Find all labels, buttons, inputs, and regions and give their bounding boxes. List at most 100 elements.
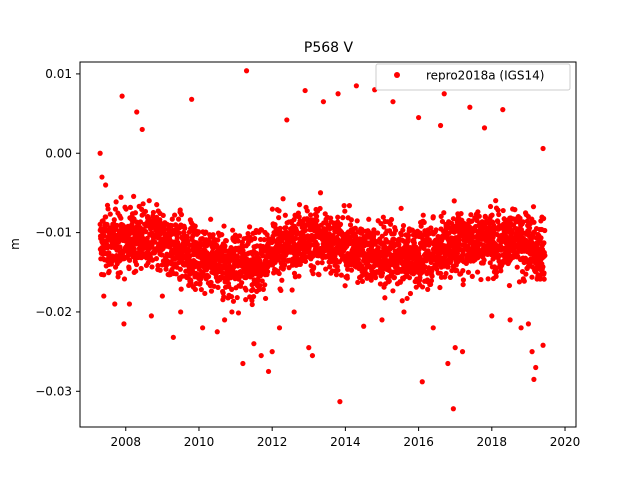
data-point	[106, 268, 112, 274]
data-point	[323, 266, 329, 272]
data-point	[512, 207, 518, 213]
data-point	[278, 287, 284, 294]
data-point	[252, 235, 258, 242]
data-point	[352, 225, 358, 231]
data-point	[177, 266, 183, 272]
data-point	[487, 203, 494, 210]
data-point-outlier	[302, 87, 308, 94]
data-point	[348, 217, 354, 223]
data-point	[398, 232, 405, 238]
data-point	[221, 294, 227, 300]
data-point-outlier	[103, 182, 109, 188]
data-point	[314, 217, 320, 224]
data-point-outlier	[221, 317, 228, 323]
plot-frame	[79, 61, 577, 428]
data-point-outlier	[112, 301, 118, 307]
data-point	[335, 267, 341, 273]
data-point	[426, 265, 432, 271]
y-tick-label: −0.02	[35, 305, 72, 319]
data-point	[345, 266, 351, 272]
data-point	[282, 262, 288, 268]
data-point	[138, 265, 144, 272]
data-point	[215, 284, 221, 291]
data-point	[342, 283, 348, 289]
data-point	[260, 286, 266, 292]
data-point-outlier	[121, 321, 127, 327]
data-point	[251, 293, 257, 300]
data-point-outlier	[139, 126, 145, 133]
data-point	[235, 310, 242, 316]
data-point	[541, 240, 547, 246]
data-point	[347, 222, 354, 228]
data-point	[391, 274, 398, 281]
data-point-outlier	[361, 323, 367, 329]
data-point	[221, 223, 227, 229]
data-point	[526, 225, 533, 231]
data-point	[276, 208, 282, 214]
data-point-outlier	[450, 406, 456, 412]
chart-title: P568 V	[304, 40, 354, 56]
data-point	[259, 278, 265, 284]
data-point	[153, 256, 160, 262]
data-point	[529, 274, 535, 280]
data-point	[160, 212, 166, 219]
data-point	[366, 216, 372, 222]
data-point	[495, 219, 501, 225]
data-point	[198, 286, 204, 293]
data-point-outlier	[269, 349, 275, 355]
data-point	[443, 270, 449, 277]
data-point	[317, 205, 323, 212]
data-point-outlier	[309, 352, 316, 359]
data-point	[437, 284, 443, 291]
data-point	[279, 277, 285, 283]
legend-marker	[394, 72, 400, 78]
data-point-outlier	[416, 114, 422, 121]
data-point	[159, 252, 165, 258]
data-point	[118, 194, 124, 200]
data-point	[133, 268, 139, 274]
data-point-outlier	[243, 68, 250, 74]
data-point	[192, 223, 198, 229]
data-point	[126, 265, 132, 272]
data-point	[195, 229, 202, 235]
data-point	[289, 287, 295, 293]
data-point	[243, 297, 249, 303]
data-point-outlier	[467, 104, 473, 110]
data-point-outlier	[481, 125, 488, 131]
data-point	[246, 224, 253, 230]
data-point	[105, 206, 111, 212]
data-point	[152, 239, 158, 245]
data-point	[458, 211, 464, 217]
data-point	[114, 222, 120, 229]
data-point	[202, 290, 208, 297]
data-point	[411, 240, 417, 246]
data-point	[276, 215, 282, 221]
data-point	[249, 297, 255, 304]
data-point	[438, 213, 444, 219]
x-tick-label: 2018	[477, 435, 508, 449]
data-point	[482, 214, 488, 220]
data-point-outlier	[525, 321, 532, 327]
data-point	[112, 206, 119, 212]
data-point	[319, 260, 325, 266]
data-point	[276, 270, 282, 277]
data-point	[101, 272, 107, 278]
data-point	[249, 301, 255, 308]
data-point	[208, 288, 215, 294]
data-point	[140, 201, 146, 207]
data-point	[355, 256, 362, 263]
data-point	[333, 272, 340, 278]
data-point-outlier	[533, 364, 539, 371]
data-point-outlier	[276, 325, 283, 331]
data-point	[117, 270, 123, 276]
data-point	[506, 282, 513, 289]
data-point-outlier	[337, 399, 343, 405]
data-point	[133, 261, 140, 268]
data-point	[172, 212, 178, 218]
y-tick-label: 0.01	[45, 67, 72, 81]
data-point	[424, 277, 431, 283]
data-point	[127, 204, 134, 210]
data-point	[419, 284, 426, 290]
data-point-outlier	[291, 309, 297, 315]
legend-label: repro2018a (IGS14)	[426, 69, 544, 83]
